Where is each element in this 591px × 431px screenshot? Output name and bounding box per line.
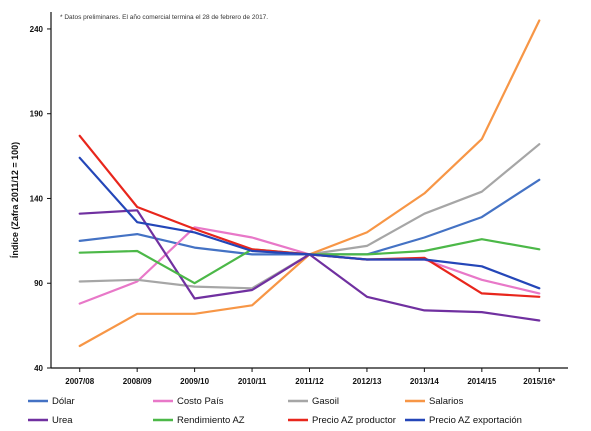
legend-label: Precio AZ exportación [429, 415, 522, 426]
x-tick-label: 2014/15 [467, 377, 496, 386]
legend-item: Urea [28, 415, 73, 426]
series-line-gasoil [78, 143, 541, 290]
series-line-precio-az-productor [78, 134, 541, 298]
legend-label: Gasoil [312, 396, 339, 407]
legend-item: Gasoil [288, 396, 339, 407]
legend-label: Urea [52, 415, 73, 426]
x-tick-labels: 2007/08 2008/09 2009/10 2010/11 2011/12 2012/… [65, 377, 556, 386]
legend-label: Costo País [177, 396, 224, 407]
y-tick-label: 140 [30, 194, 44, 203]
legend-label: Precio AZ productor [312, 415, 396, 426]
y-tick-label: 240 [30, 25, 44, 34]
legend: Dólar Costo País Gasoil Salarios Urea Rendimi… [28, 396, 522, 426]
y-tick-labels: 40 90 140 190 240 [30, 25, 44, 373]
legend-item: Dólar [28, 396, 75, 407]
legend-item: Precio AZ exportación [405, 415, 522, 426]
x-tick-label: 2015/16* [523, 377, 556, 386]
chart-note: * Datos preliminares. El año comercial t… [60, 14, 268, 21]
y-axis-label: Índice (Zafra 2011/12 = 100) [10, 142, 20, 258]
x-tick-label: 2011/12 [295, 377, 324, 386]
y-tick-label: 40 [34, 364, 43, 373]
legend-item: Rendimiento AZ [153, 415, 245, 426]
series-line-precio-az-exportaci-n [78, 156, 541, 290]
legend-label: Dólar [52, 396, 75, 407]
y-tick-label: 190 [30, 110, 44, 119]
x-tick-label: 2008/09 [123, 377, 152, 386]
series-lines [78, 19, 541, 348]
series-line-salarios [78, 19, 541, 348]
legend-label: Salarios [429, 396, 464, 407]
y-tick-label: 90 [34, 279, 43, 288]
legend-label: Rendimiento AZ [177, 415, 245, 426]
legend-item: Salarios [405, 396, 464, 407]
x-tick-label: 2013/14 [410, 377, 439, 386]
x-tick-label: 2010/11 [238, 377, 267, 386]
x-tick-label: 2009/10 [180, 377, 209, 386]
legend-item: Costo País [153, 396, 224, 407]
x-tick-label: 2007/08 [65, 377, 94, 386]
axes [47, 12, 568, 372]
legend-item: Precio AZ productor [288, 415, 396, 426]
x-tick-label: 2012/13 [352, 377, 381, 386]
series-line-d-lar [78, 178, 541, 256]
